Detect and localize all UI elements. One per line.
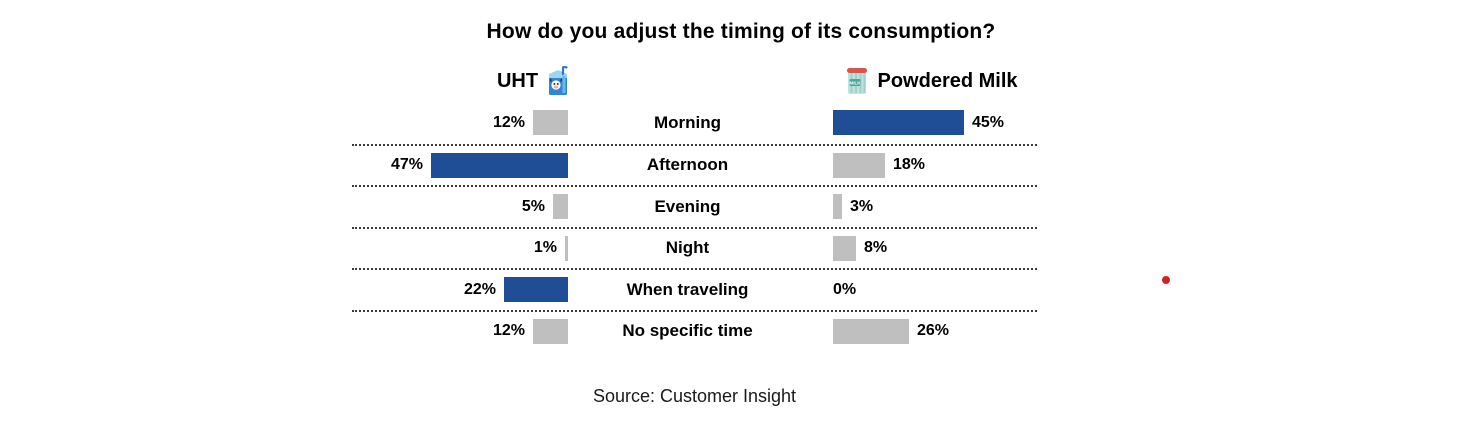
uht-cell: 1% — [352, 235, 568, 261]
red-dot-marker — [1162, 276, 1170, 284]
chart-row: 5% Evening 3% — [352, 185, 1037, 227]
chart-rows: 12% Morning 45% 47% Afternoon 18% 5% Evening 3% 1… — [352, 102, 1037, 351]
category-label: Morning — [653, 112, 722, 132]
chart-row: 22% When traveling 0% — [352, 268, 1037, 310]
powdered-milk-value-label: 3% — [850, 197, 874, 215]
chart-row: 12% No specific time 26% — [352, 309, 1037, 352]
uht-value-label: 47% — [390, 156, 423, 174]
powdered-milk-bar — [833, 110, 964, 136]
uht-value-label: 12% — [492, 113, 525, 131]
uht-bar — [431, 152, 568, 178]
powdered-milk-cell: 3% — [807, 194, 1037, 220]
powdered-milk-value-label: 8% — [864, 239, 888, 257]
chart-row: 12% Morning 45% — [352, 102, 1037, 144]
uht-cell: 12% — [352, 110, 568, 136]
powdered-milk-value-label: 0% — [833, 280, 857, 298]
uht-bar — [504, 277, 568, 303]
column-header-powdered-milk: MILK Powdered Milk — [816, 66, 1046, 96]
powdered-milk-cell: 0% — [807, 281, 1037, 299]
powdered-milk-cell: 8% — [807, 235, 1037, 261]
powdered-milk-cell: 26% — [807, 318, 1037, 344]
uht-cell: 47% — [352, 152, 568, 178]
uht-value-label: 1% — [533, 239, 557, 257]
powdered-milk-bar — [833, 235, 856, 261]
source-caption: Source: Customer Insight — [592, 386, 797, 406]
powdered-milk-bar — [833, 194, 842, 220]
uht-value-label: 12% — [492, 322, 525, 340]
powdered-milk-value-label: 26% — [917, 322, 950, 340]
powdered-milk-value-label: 18% — [893, 156, 926, 174]
uht-bar — [565, 235, 568, 261]
uht-cell: 5% — [352, 194, 568, 220]
column-header-powdered-milk-label: Powdered Milk — [877, 69, 1018, 92]
uht-bar — [533, 110, 568, 136]
category-label: Afternoon — [646, 155, 729, 175]
uht-value-label: 22% — [463, 280, 496, 298]
milk-can-icon: MILK — [844, 66, 870, 96]
chart-row: 47% Afternoon 18% — [352, 143, 1037, 186]
category-label: Night — [665, 238, 710, 258]
column-header-uht: UHT — [434, 66, 634, 96]
category-label: Evening — [654, 196, 721, 216]
uht-value-label: 5% — [521, 197, 545, 215]
chart-title: How do you adjust the timing of its cons… — [486, 20, 996, 43]
powdered-milk-bar — [833, 152, 885, 178]
powdered-milk-cell: 45% — [807, 110, 1037, 136]
uht-bar — [533, 318, 568, 344]
chart-row: 1% Night 8% — [352, 226, 1037, 269]
milk-carton-icon — [545, 66, 571, 96]
uht-cell: 12% — [352, 318, 568, 344]
powdered-milk-value-label: 45% — [972, 113, 1005, 131]
uht-cell: 22% — [352, 277, 568, 303]
column-header-uht-label: UHT — [496, 69, 539, 92]
svg-text:MILK: MILK — [850, 80, 862, 85]
category-label: When traveling — [626, 279, 749, 299]
category-label: No specific time — [622, 321, 753, 341]
powdered-milk-cell: 18% — [807, 152, 1037, 178]
uht-bar — [553, 194, 568, 220]
powdered-milk-bar — [833, 318, 909, 344]
